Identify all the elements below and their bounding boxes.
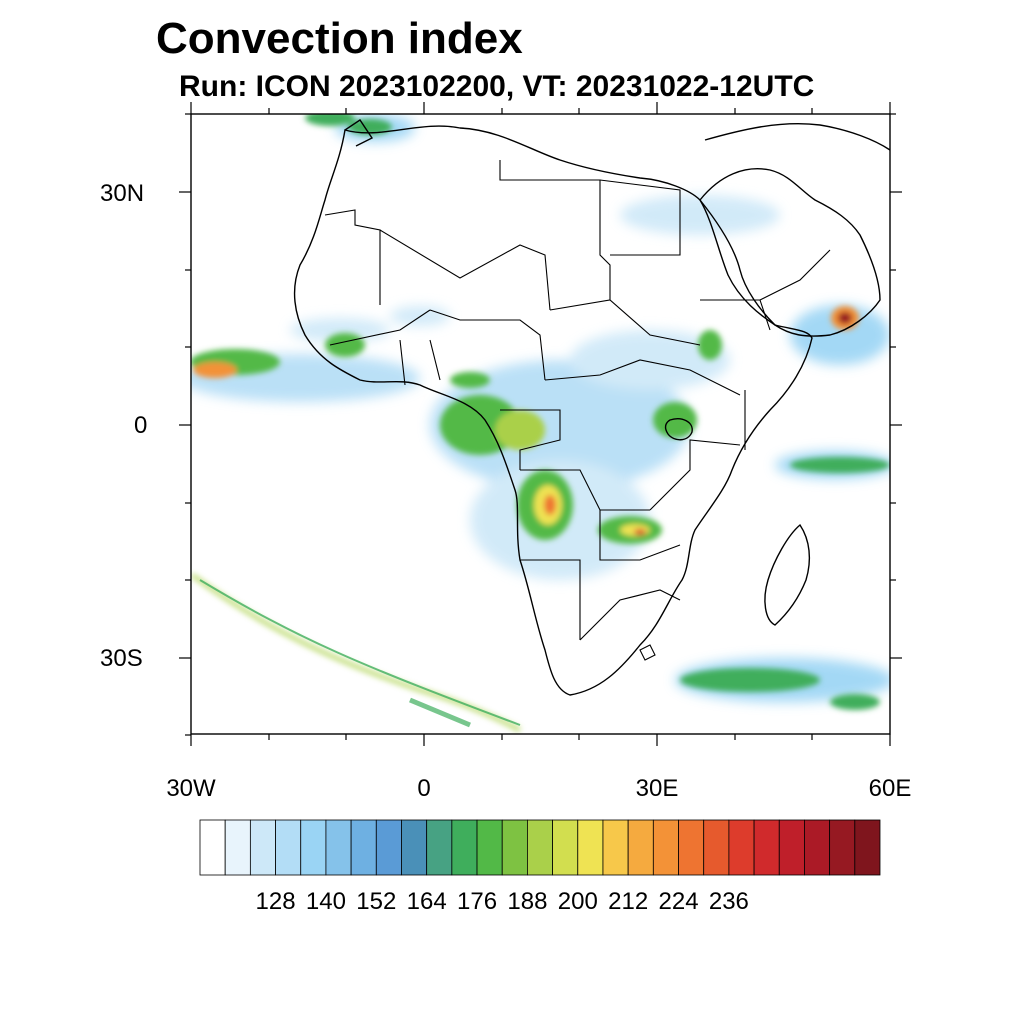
colorbar-label: 152 [356,888,396,916]
colorbar [200,820,880,875]
colorbar-swatch [200,820,225,875]
colorbar-swatch [830,820,855,875]
convection-map [0,0,1024,1024]
colorbar-swatch [603,820,628,875]
colorbar-swatch [276,820,301,875]
lat-label-30s: 30S [100,645,143,673]
colorbar-label: 224 [658,888,698,916]
colorbar-swatch [729,820,754,875]
colorbar-swatch [754,820,779,875]
colorbar-label: 200 [558,888,598,916]
colorbar-swatch [502,820,527,875]
colorbar-label: 236 [709,888,749,916]
colorbar-swatch [301,820,326,875]
colorbar-swatch [527,820,552,875]
colorbar-label: 128 [256,888,296,916]
colorbar-swatch [250,820,275,875]
colorbar-swatch [452,820,477,875]
colorbar-swatch [779,820,804,875]
colorbar-label: 188 [507,888,547,916]
lat-label-0: 0 [134,412,147,440]
colorbar-label: 164 [407,888,447,916]
colorbar-swatch [804,820,829,875]
colorbar-swatch [553,820,578,875]
colorbar-swatch [351,820,376,875]
lon-label-30e: 30E [636,775,679,803]
colorbar-swatch [326,820,351,875]
lat-label-30n: 30N [100,180,144,208]
colorbar-swatch [225,820,250,875]
colorbar-swatch [704,820,729,875]
colorbar-label: 176 [457,888,497,916]
convection-field [180,110,895,730]
colorbar-swatch [855,820,880,875]
colorbar-swatch [427,820,452,875]
colorbar-swatch [376,820,401,875]
colorbar-swatch [653,820,678,875]
colorbar-swatch [628,820,653,875]
lon-label-30w: 30W [166,775,215,803]
lon-label-60e: 60E [869,775,912,803]
colorbar-swatch [477,820,502,875]
colorbar-swatch [679,820,704,875]
colorbar-label: 212 [608,888,648,916]
colorbar-label: 140 [306,888,346,916]
colorbar-swatch [578,820,603,875]
colorbar-swatch [401,820,426,875]
lon-label-0: 0 [417,775,430,803]
